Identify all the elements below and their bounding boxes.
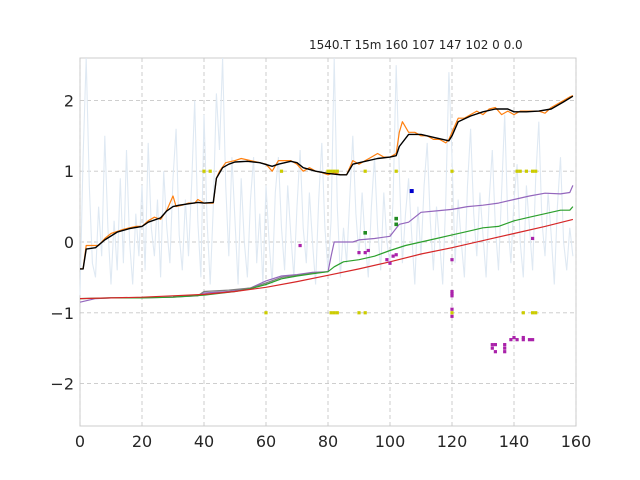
plot-area xyxy=(79,57,577,427)
y-axis-ticks: −2 −1 0 1 2 xyxy=(50,91,74,393)
x-tick-label: 0 xyxy=(75,432,85,451)
series-line-5 xyxy=(79,218,574,300)
marker-point xyxy=(531,169,535,173)
marker-point xyxy=(521,335,525,340)
marker-point xyxy=(450,169,454,173)
y-tick-label: 2 xyxy=(64,91,74,110)
marker-point xyxy=(490,343,494,347)
marker-point xyxy=(450,314,454,318)
marker-point xyxy=(332,169,336,173)
y-tick-label: −2 xyxy=(50,375,74,394)
x-tick-label: 120 xyxy=(437,432,468,451)
x-tick-label: 160 xyxy=(561,432,592,451)
series-layer xyxy=(79,94,574,303)
marker-point xyxy=(531,236,535,241)
x-axis-ticks: 0 20 40 60 80 100 120 140 160 xyxy=(75,432,591,451)
marker-point xyxy=(450,311,454,315)
marker-point xyxy=(512,335,516,340)
y-tick-label: 0 xyxy=(64,233,74,252)
marker-point xyxy=(521,338,525,342)
marker-point xyxy=(515,338,519,342)
background-series-layer xyxy=(79,57,574,296)
marker-point xyxy=(534,311,538,315)
marker-point xyxy=(503,343,507,347)
marker-point xyxy=(518,169,522,173)
marker-point xyxy=(490,346,494,350)
marker-point xyxy=(450,289,454,294)
marker-point xyxy=(503,350,507,354)
y-tick-label: −1 xyxy=(50,304,74,323)
marker-point xyxy=(298,243,302,248)
marker-point xyxy=(450,292,454,296)
marker-point xyxy=(366,248,370,253)
marker-point xyxy=(329,311,333,315)
marker-point xyxy=(329,169,333,173)
marker-point xyxy=(409,189,414,194)
marker-point xyxy=(394,169,398,173)
marker-point xyxy=(531,311,535,315)
marker-point xyxy=(391,254,395,258)
y-tick-label: 1 xyxy=(64,162,74,181)
marker-point xyxy=(503,346,507,350)
marker-point xyxy=(521,311,525,315)
background-noise-line xyxy=(79,57,574,296)
marker-point xyxy=(534,169,538,173)
chart-title: 1540.T 15m 160 107 147 102 0 0.0 xyxy=(309,38,523,52)
x-tick-label: 140 xyxy=(499,432,530,451)
x-tick-label: 80 xyxy=(318,432,338,451)
marker-point xyxy=(515,169,519,173)
marker-point xyxy=(264,311,268,315)
marker-point xyxy=(524,169,528,173)
series-line-3 xyxy=(172,271,329,298)
marker-point xyxy=(493,350,497,354)
marker-point xyxy=(363,251,367,255)
marker-point xyxy=(493,343,497,347)
marker-point xyxy=(202,169,206,173)
marker-point xyxy=(363,231,367,235)
marker-point xyxy=(208,169,212,173)
marker-point xyxy=(363,169,367,173)
marker-point xyxy=(363,311,367,315)
marker-point xyxy=(450,307,454,311)
marker-point xyxy=(450,258,454,262)
markers-layer xyxy=(202,169,538,354)
x-tick-label: 20 xyxy=(132,432,152,451)
marker-point xyxy=(335,311,339,315)
marker-point xyxy=(531,338,535,342)
marker-point xyxy=(357,251,361,255)
marker-point xyxy=(527,338,532,342)
marker-point xyxy=(326,169,330,173)
marker-point xyxy=(394,222,398,227)
x-tick-label: 60 xyxy=(256,432,276,451)
marker-point xyxy=(357,311,361,315)
marker-point xyxy=(335,169,339,173)
series-line-1 xyxy=(80,95,574,270)
x-tick-label: 40 xyxy=(194,432,214,451)
marker-point xyxy=(394,216,398,221)
marker-point xyxy=(394,253,398,257)
marker-point xyxy=(385,258,389,262)
marker-point xyxy=(450,294,454,298)
marker-point xyxy=(279,169,284,173)
marker-point xyxy=(332,311,336,315)
marker-point xyxy=(509,338,513,342)
marker-point xyxy=(388,261,392,265)
x-tick-label: 100 xyxy=(375,432,406,451)
